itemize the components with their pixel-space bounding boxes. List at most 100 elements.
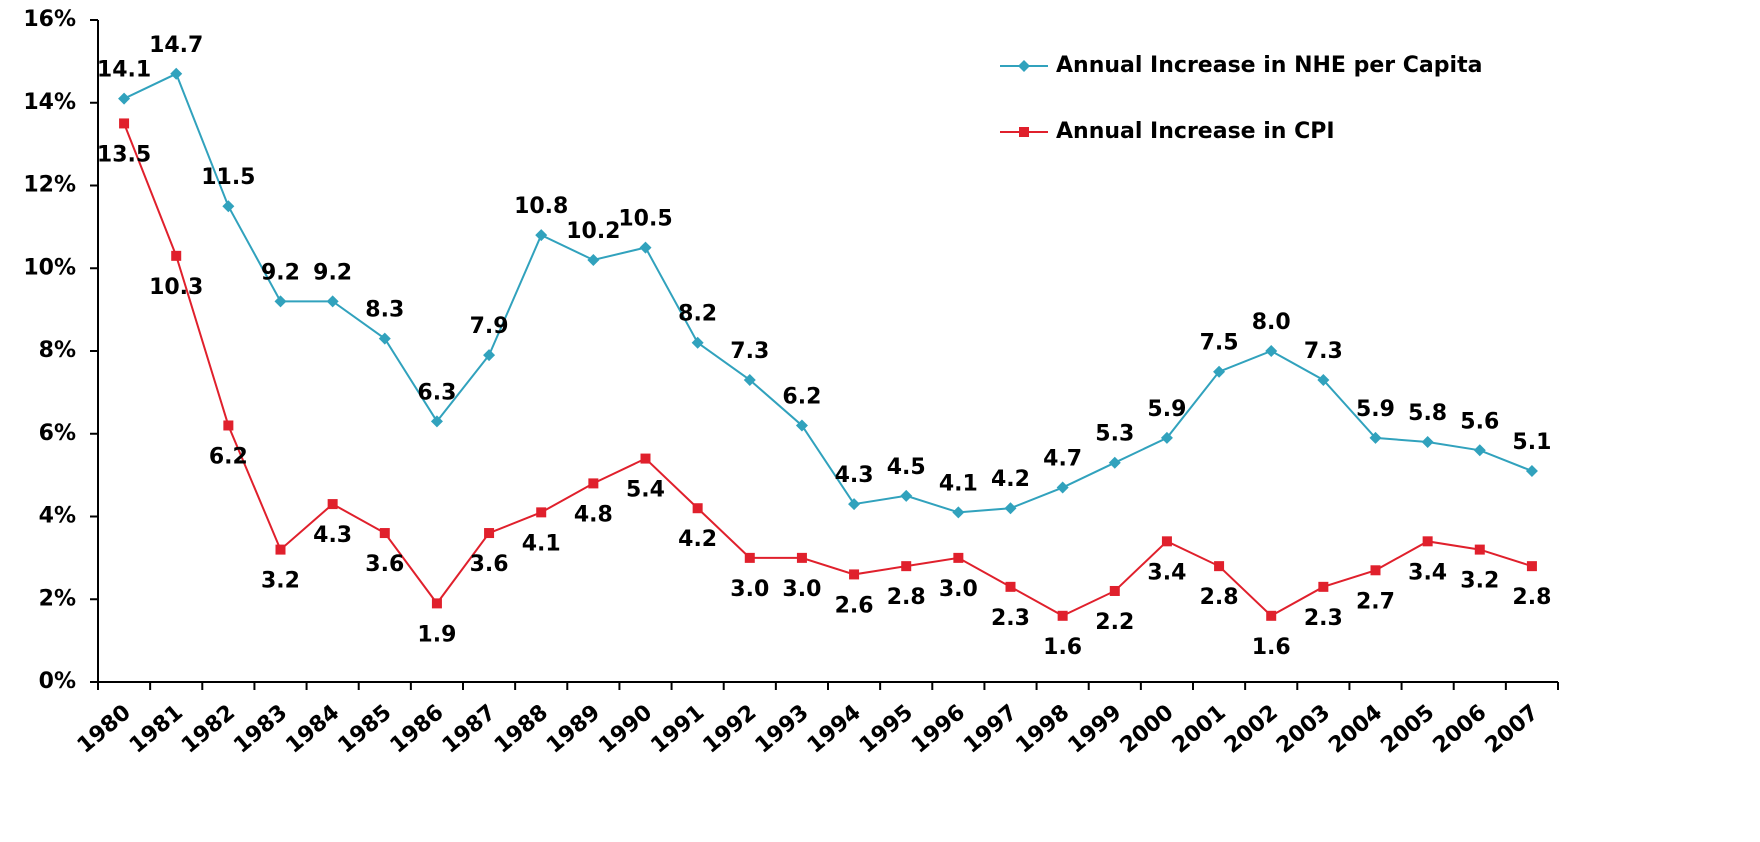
data-label: 1.6 [1043,635,1082,660]
data-point [1473,444,1486,457]
data-point [901,561,912,572]
data-label: 5.3 [1095,422,1134,447]
legend-label: Annual Increase in NHE per Capita [1056,53,1482,78]
data-label: 2.6 [835,593,874,618]
data-point [483,349,496,362]
data-point [744,552,755,563]
data-point [1525,464,1538,477]
data-label: 4.3 [313,523,352,548]
data-label: 5.4 [626,478,665,503]
data-point [953,552,964,563]
data-label: 11.5 [201,165,255,190]
data-point [1057,610,1068,621]
x-tick-label: 2000 [1116,700,1179,759]
data-point [326,295,339,308]
data-label: 4.7 [1043,447,1082,472]
x-tick-label: 1984 [281,700,344,759]
data-label: 4.5 [887,455,926,480]
data-label: 2.2 [1095,610,1134,635]
y-tick-label: 10% [23,255,76,280]
data-label: 8.3 [365,298,404,323]
x-tick-label: 2007 [1481,700,1544,759]
data-point [588,478,599,489]
data-point [743,373,756,386]
data-label: 5.9 [1147,397,1186,422]
data-point [692,503,703,514]
data-point [222,200,235,213]
data-label: 5.6 [1460,409,1499,434]
x-tick-label: 1996 [907,700,970,759]
data-point [223,420,234,431]
data-label: 4.2 [991,467,1030,492]
data-label: 13.5 [97,142,151,167]
data-label: 7.3 [730,339,769,364]
y-tick-label: 6% [39,421,76,446]
x-tick-label: 1999 [1064,700,1127,759]
series-line [123,72,1533,514]
data-label: 10.5 [618,207,672,232]
data-point [327,499,338,510]
x-tick-label: 2005 [1376,700,1439,759]
x-tick-label: 1993 [751,700,814,759]
data-point [535,229,548,242]
data-point [536,507,547,518]
y-tick-label: 0% [39,669,76,694]
x-tick-label: 1992 [699,700,762,759]
data-point [1317,373,1330,386]
data-label: 2.8 [1512,585,1551,610]
x-tick-label: 2006 [1429,700,1492,759]
x-tick-label: 2003 [1272,700,1335,759]
data-point [1369,431,1382,444]
data-label: 2.3 [1304,606,1343,631]
x-tick-label: 1988 [490,700,553,759]
data-point [1370,565,1381,576]
x-tick-label: 1989 [542,700,605,759]
x-tick-label: 1990 [594,700,657,759]
data-label: 3.2 [1460,569,1499,594]
data-point [640,453,651,464]
data-point [639,241,652,254]
data-label: 3.6 [470,552,509,577]
data-label: 1.6 [1252,635,1291,660]
data-point [1160,431,1173,444]
data-point [378,332,391,345]
data-label: 14.1 [97,58,151,83]
data-label: 10.8 [514,194,568,219]
data-label: 3.6 [365,552,404,577]
legend-label: Annual Increase in CPI [1056,119,1335,144]
data-point [1265,345,1278,357]
data-point [849,569,860,580]
data-point [170,67,183,80]
data-point [1109,585,1120,596]
data-point [587,253,600,266]
y-tick-label: 14% [23,90,76,115]
data-point [1422,536,1433,547]
data-point [848,498,861,511]
y-tick-label: 12% [23,173,76,198]
x-tick-label: 2004 [1324,700,1387,759]
data-point [796,552,807,563]
data-label: 7.9 [470,314,509,339]
data-label: 3.0 [782,577,821,602]
x-tick-label: 1994 [803,700,866,759]
data-point [1056,481,1069,494]
data-label: 14.7 [149,33,203,58]
data-label: 4.3 [835,463,874,488]
x-tick-label: 1983 [229,700,292,759]
data-label: 2.8 [1200,585,1239,610]
data-label: 1.9 [417,622,456,647]
legend-marker [1019,127,1029,137]
x-tick-label: 1982 [177,700,240,759]
y-tick-label: 8% [39,338,76,363]
data-label: 10.3 [149,275,203,300]
y-tick-label: 4% [39,504,76,529]
data-label: 2.3 [991,606,1030,631]
legend-marker [1018,60,1030,72]
x-tick-label: 1995 [855,700,918,759]
data-point [118,92,131,105]
data-point [1214,561,1225,572]
data-point [1266,610,1277,621]
data-label: 3.0 [939,577,978,602]
x-tick-label: 2001 [1168,700,1231,759]
data-label: 10.2 [566,219,620,244]
